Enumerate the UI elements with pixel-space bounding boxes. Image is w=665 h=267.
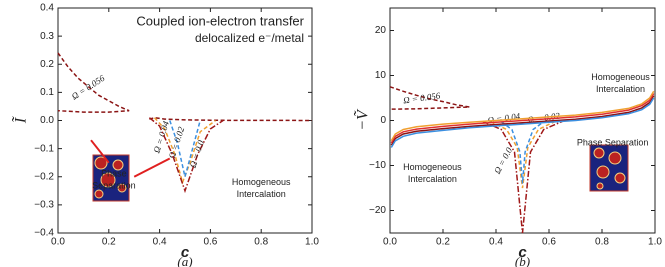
annotation: Intercalation bbox=[596, 84, 645, 94]
annotation: Intercalation bbox=[408, 174, 457, 184]
series-line bbox=[169, 120, 201, 177]
caption: (b) bbox=[515, 254, 530, 267]
annotation: Homogeneous bbox=[591, 72, 650, 82]
annotation: Homogeneous bbox=[403, 162, 462, 172]
series-label: Ω = 0.0 bbox=[492, 145, 514, 175]
series-line bbox=[390, 90, 655, 142]
panel: −0.4 −0.3 −0.2 −0.1 0.0 0.1 0.2 0.3 0.4 0.0 0.2 0.4… bbox=[12, 3, 320, 267]
x-tick-label: 0.6 bbox=[203, 237, 217, 248]
x-tick-label: 0.8 bbox=[254, 237, 268, 248]
title-line: delocalized e⁻/metal bbox=[195, 31, 304, 45]
x-tick-label: 0.6 bbox=[542, 237, 556, 248]
series-line bbox=[482, 120, 563, 234]
series-line bbox=[490, 121, 555, 189]
annotation: Homogeneous bbox=[232, 177, 291, 187]
series-line bbox=[390, 95, 655, 146]
series-line bbox=[57, 52, 313, 122]
inset-a bbox=[92, 154, 130, 202]
y-tick-label: −0.2 bbox=[34, 171, 54, 182]
y-tick-label: −0.3 bbox=[34, 200, 54, 211]
y-tick-label: −0.4 bbox=[34, 228, 54, 239]
panel: −20 −10 0 10 20 0.0 0.2 0.4 0.6 0.8 1.0 c(b) −Ṽ Ω = 0… bbox=[353, 7, 662, 267]
x-tick-label: 0.4 bbox=[489, 237, 503, 248]
series-line bbox=[500, 121, 545, 184]
y-axis-label: −Ṽ bbox=[353, 108, 372, 131]
series-label: Ω = 0.056 bbox=[402, 90, 441, 105]
series-line bbox=[390, 97, 655, 148]
y-tick-label: 20 bbox=[375, 25, 387, 36]
y-tick-label: 0 bbox=[380, 115, 386, 126]
y-tick-label: 10 bbox=[375, 70, 387, 81]
series-label: Ω = 0.0 bbox=[188, 138, 206, 169]
x-axis-label: c bbox=[181, 244, 190, 261]
annotation: Phase bbox=[101, 168, 127, 178]
y-tick-label: 0.2 bbox=[40, 59, 54, 70]
series-line bbox=[390, 93, 655, 144]
inset-b bbox=[589, 144, 629, 192]
y-tick-label: −0.1 bbox=[34, 143, 54, 154]
y-tick-label: 0.3 bbox=[40, 31, 54, 42]
x-tick-label: 1.0 bbox=[305, 237, 319, 248]
x-tick-label: 0.2 bbox=[436, 237, 450, 248]
x-tick-label: 0.0 bbox=[383, 237, 397, 248]
x-tick-label: 1.0 bbox=[648, 237, 662, 248]
x-tick-label: 0.8 bbox=[595, 237, 609, 248]
annotation: Phase Separation bbox=[577, 137, 649, 147]
x-tick-label: 0.0 bbox=[51, 237, 65, 248]
y-tick-label: 0.1 bbox=[40, 87, 54, 98]
annotation: Intercalation bbox=[237, 189, 286, 199]
y-axis-label: Ĩ bbox=[12, 116, 30, 124]
x-tick-label: 0.4 bbox=[153, 237, 167, 248]
series-line bbox=[148, 117, 224, 194]
y-tick-label: −10 bbox=[369, 160, 386, 171]
arrow bbox=[90, 139, 110, 164]
title-line: Coupled ion-electron transfer bbox=[136, 13, 304, 28]
y-tick-label: 0.0 bbox=[40, 115, 54, 126]
x-tick-label: 0.2 bbox=[102, 237, 116, 248]
y-tick-label: 0.4 bbox=[40, 3, 54, 14]
series-line bbox=[389, 86, 470, 110]
annotation: Separation bbox=[92, 180, 136, 190]
x-axis-label: c bbox=[518, 244, 527, 261]
y-tick-label: −20 bbox=[369, 205, 386, 216]
arrow bbox=[133, 157, 171, 178]
caption: (a) bbox=[177, 254, 192, 267]
